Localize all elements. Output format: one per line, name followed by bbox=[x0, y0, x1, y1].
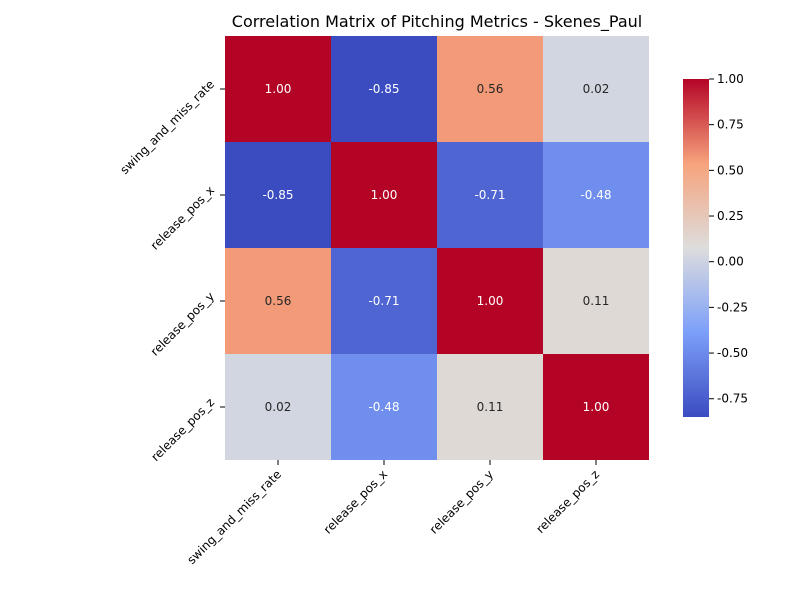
chart-title: Correlation Matrix of Pitching Metrics -… bbox=[232, 12, 642, 32]
heatmap-cell bbox=[225, 248, 331, 354]
colorbar-tick-label: -0.25 bbox=[717, 300, 748, 314]
colorbar-tick-label: 1.00 bbox=[717, 72, 744, 86]
colorbar: 1.00 0.75 0.50 0.25 0.00 -0.25 -0.50 -0.75 bbox=[683, 72, 748, 417]
cell-annotation: -0.71 bbox=[368, 294, 399, 308]
heatmap-cell bbox=[543, 354, 649, 460]
y-tick-label: release_pos_x bbox=[148, 183, 217, 252]
cell-annotation: 0.56 bbox=[265, 294, 292, 308]
heatmap-cell bbox=[543, 248, 649, 354]
heatmap-cell bbox=[543, 36, 649, 142]
cell-annotation: 0.02 bbox=[583, 82, 610, 96]
x-tick-label: release_pos_y bbox=[427, 467, 496, 536]
cell-annotation: 0.11 bbox=[583, 294, 610, 308]
cell-annotation: 0.56 bbox=[477, 82, 504, 96]
heatmap-cell bbox=[331, 248, 437, 354]
heatmap-cell bbox=[437, 142, 543, 248]
cell-annotation: -0.71 bbox=[474, 188, 505, 202]
cell-annotation: 1.00 bbox=[371, 188, 398, 202]
heatmap-cell bbox=[225, 354, 331, 460]
heatmap-cell bbox=[331, 142, 437, 248]
colorbar-tick-label: -0.75 bbox=[717, 392, 748, 406]
heatmap-cell bbox=[225, 36, 331, 142]
colorbar-gradient bbox=[683, 79, 709, 417]
cell-annotation: 0.02 bbox=[265, 400, 292, 414]
cell-annotation: 0.11 bbox=[477, 400, 504, 414]
x-tick-label: release_pos_z bbox=[533, 467, 602, 536]
colorbar-tick-label: 0.50 bbox=[717, 163, 744, 177]
x-axis-ticks: swing_and_miss_rate release_pos_x release_… bbox=[184, 460, 602, 567]
cell-annotation: -0.85 bbox=[262, 188, 293, 202]
heatmap-cell bbox=[331, 36, 437, 142]
colorbar-tick-label: 0.25 bbox=[717, 209, 744, 223]
heatmap-cell bbox=[437, 36, 543, 142]
cell-annotation: -0.48 bbox=[368, 400, 399, 414]
x-tick-label: swing_and_miss_rate bbox=[184, 467, 284, 567]
heatmap-cell bbox=[437, 248, 543, 354]
colorbar-ticks: 1.00 0.75 0.50 0.25 0.00 -0.25 -0.50 -0.75 bbox=[709, 72, 748, 406]
cell-annotation: 1.00 bbox=[477, 294, 504, 308]
heatmap-cell bbox=[437, 354, 543, 460]
y-tick-label: release_pos_y bbox=[148, 289, 217, 358]
cell-annotation: 1.00 bbox=[583, 400, 610, 414]
y-tick-label: swing_and_miss_rate bbox=[117, 77, 217, 177]
heatmap-cell bbox=[225, 142, 331, 248]
heatmap-cell bbox=[543, 142, 649, 248]
colorbar-tick-label: -0.50 bbox=[717, 346, 748, 360]
x-tick-label: release_pos_x bbox=[321, 467, 390, 536]
cell-annotation: 1.00 bbox=[265, 82, 292, 96]
colorbar-tick-label: 0.75 bbox=[717, 118, 744, 132]
cell-annotation: -0.85 bbox=[368, 82, 399, 96]
y-tick-label: release_pos_z bbox=[148, 395, 217, 464]
heatmap-cells: 1.00 -0.85 0.56 0.02 -0.85 1.00 -0.71 -0.48 0.56… bbox=[225, 36, 649, 460]
heatmap-cell bbox=[331, 354, 437, 460]
cell-annotation: -0.48 bbox=[580, 188, 611, 202]
colorbar-tick-label: 0.00 bbox=[717, 255, 744, 269]
